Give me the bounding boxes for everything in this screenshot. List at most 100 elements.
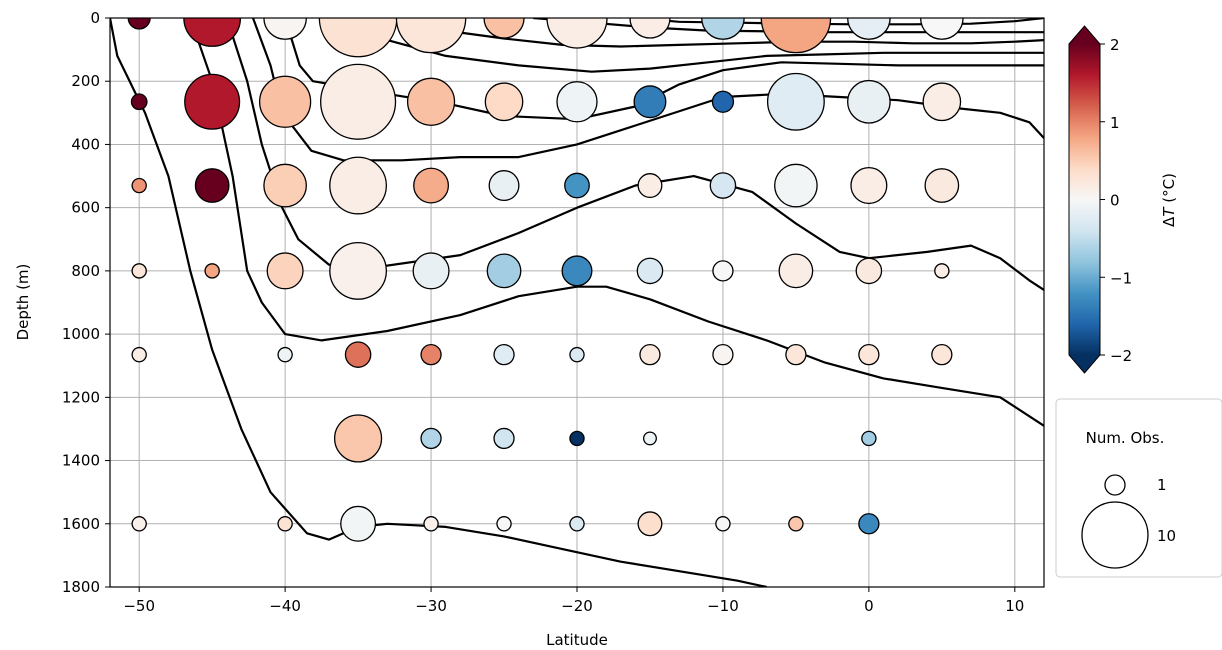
colorbar-label: ΔT (°C) bbox=[1160, 173, 1178, 227]
y-tick-label: 1000 bbox=[62, 325, 100, 343]
data-point bbox=[785, 344, 807, 366]
data-point bbox=[569, 430, 585, 447]
y-tick-label: 600 bbox=[71, 199, 100, 217]
data-point bbox=[556, 81, 598, 123]
data-point bbox=[329, 241, 388, 300]
data-point bbox=[131, 346, 147, 363]
data-point bbox=[858, 513, 880, 535]
plot-area: −50 −40 −30 −20 −10 0 10 020040060080010001200… bbox=[62, 9, 1045, 615]
data-point bbox=[127, 18, 151, 30]
data-point bbox=[320, 63, 397, 140]
data-point bbox=[395, 18, 467, 54]
data-point bbox=[934, 263, 950, 279]
x-tick-label: 0 bbox=[864, 597, 874, 615]
data-point bbox=[496, 516, 512, 532]
data-point bbox=[774, 163, 818, 208]
data-point bbox=[637, 173, 663, 199]
data-point bbox=[712, 260, 734, 282]
legend-title: Num. Obs. bbox=[1086, 429, 1165, 447]
data-point bbox=[766, 72, 825, 131]
data-point bbox=[569, 346, 585, 363]
data-point bbox=[855, 257, 883, 285]
data-point bbox=[340, 505, 377, 542]
x-tick-label: 10 bbox=[1005, 597, 1024, 615]
data-point bbox=[488, 170, 520, 202]
data-point bbox=[636, 257, 664, 285]
colorbar-tick-label: −1 bbox=[1110, 269, 1132, 287]
legend-label-large: 10 bbox=[1157, 527, 1176, 545]
data-point bbox=[847, 79, 891, 124]
data-point bbox=[924, 168, 960, 203]
data-point bbox=[569, 516, 585, 532]
x-tick-label: −50 bbox=[123, 597, 155, 615]
contour-line-3 bbox=[225, 18, 1044, 291]
data-point bbox=[633, 85, 667, 119]
data-point bbox=[344, 341, 372, 368]
y-tick-label: 0 bbox=[90, 9, 100, 27]
data-point bbox=[266, 252, 304, 290]
data-point bbox=[484, 82, 524, 122]
data-point bbox=[564, 172, 590, 199]
size-legend: Num. Obs. 1 10 bbox=[1055, 398, 1222, 578]
colorbar-extend-top bbox=[1069, 26, 1100, 44]
data-points bbox=[127, 18, 964, 542]
data-point bbox=[131, 263, 147, 279]
y-tick-label: 1200 bbox=[62, 388, 100, 406]
data-point bbox=[639, 344, 661, 366]
colorbar: 2 1 0 −1 −2 ΔT (°C) bbox=[1068, 25, 1178, 374]
data-point bbox=[931, 344, 953, 366]
colorbar-tick-label: 1 bbox=[1110, 114, 1120, 132]
data-point bbox=[642, 431, 657, 446]
data-point bbox=[263, 18, 307, 40]
data-point bbox=[263, 163, 307, 208]
data-point bbox=[406, 77, 456, 126]
y-axis-ticks: 0 200 400 600 800 1000 1200 1400 1600 1800 bbox=[62, 9, 110, 596]
data-point bbox=[760, 18, 832, 54]
data-point bbox=[413, 167, 450, 204]
data-point bbox=[919, 18, 964, 40]
data-point bbox=[709, 172, 737, 199]
data-point bbox=[858, 344, 880, 366]
contour-line-6 bbox=[350, 18, 1044, 73]
data-point bbox=[183, 18, 242, 47]
data-point bbox=[486, 253, 522, 289]
data-point bbox=[847, 18, 891, 40]
x-tick-label: −20 bbox=[561, 597, 593, 615]
x-axis-ticks: −50 −40 −30 −20 −10 0 10 bbox=[123, 587, 1024, 615]
data-point bbox=[711, 90, 735, 113]
colorbar-tick-label: −2 bbox=[1110, 347, 1132, 365]
y-tick-label: 800 bbox=[71, 262, 100, 280]
x-tick-label: −40 bbox=[269, 597, 301, 615]
data-point bbox=[333, 414, 383, 463]
legend-label-small: 1 bbox=[1157, 476, 1167, 494]
data-point bbox=[184, 73, 241, 130]
data-point bbox=[712, 344, 734, 366]
data-point bbox=[329, 156, 388, 215]
data-point bbox=[493, 344, 515, 366]
data-point bbox=[277, 346, 293, 363]
colorbar-extend-bottom bbox=[1069, 355, 1100, 373]
colorbar-tick-label: 2 bbox=[1110, 36, 1120, 54]
data-point bbox=[546, 18, 608, 49]
data-point bbox=[629, 18, 671, 39]
x-tick-label: −10 bbox=[707, 597, 739, 615]
data-point bbox=[204, 263, 220, 279]
data-point bbox=[561, 255, 593, 287]
colorbar-tick-label: 0 bbox=[1110, 192, 1120, 210]
y-tick-label: 1600 bbox=[62, 515, 100, 533]
data-point bbox=[318, 18, 398, 58]
data-point bbox=[131, 177, 147, 194]
contour-line-2 bbox=[189, 18, 1044, 427]
data-point bbox=[715, 516, 731, 532]
legend-marker-small bbox=[1104, 474, 1126, 496]
data-point bbox=[420, 344, 442, 366]
data-point bbox=[277, 516, 293, 532]
colorbar-ticks: 2 1 0 −1 −2 bbox=[1100, 36, 1132, 365]
legend-marker-large bbox=[1081, 501, 1149, 569]
data-point bbox=[194, 168, 230, 203]
colorbar-gradient bbox=[1069, 44, 1100, 355]
x-axis-label: Latitude bbox=[546, 631, 608, 649]
data-point bbox=[861, 430, 877, 447]
data-point bbox=[850, 167, 888, 205]
